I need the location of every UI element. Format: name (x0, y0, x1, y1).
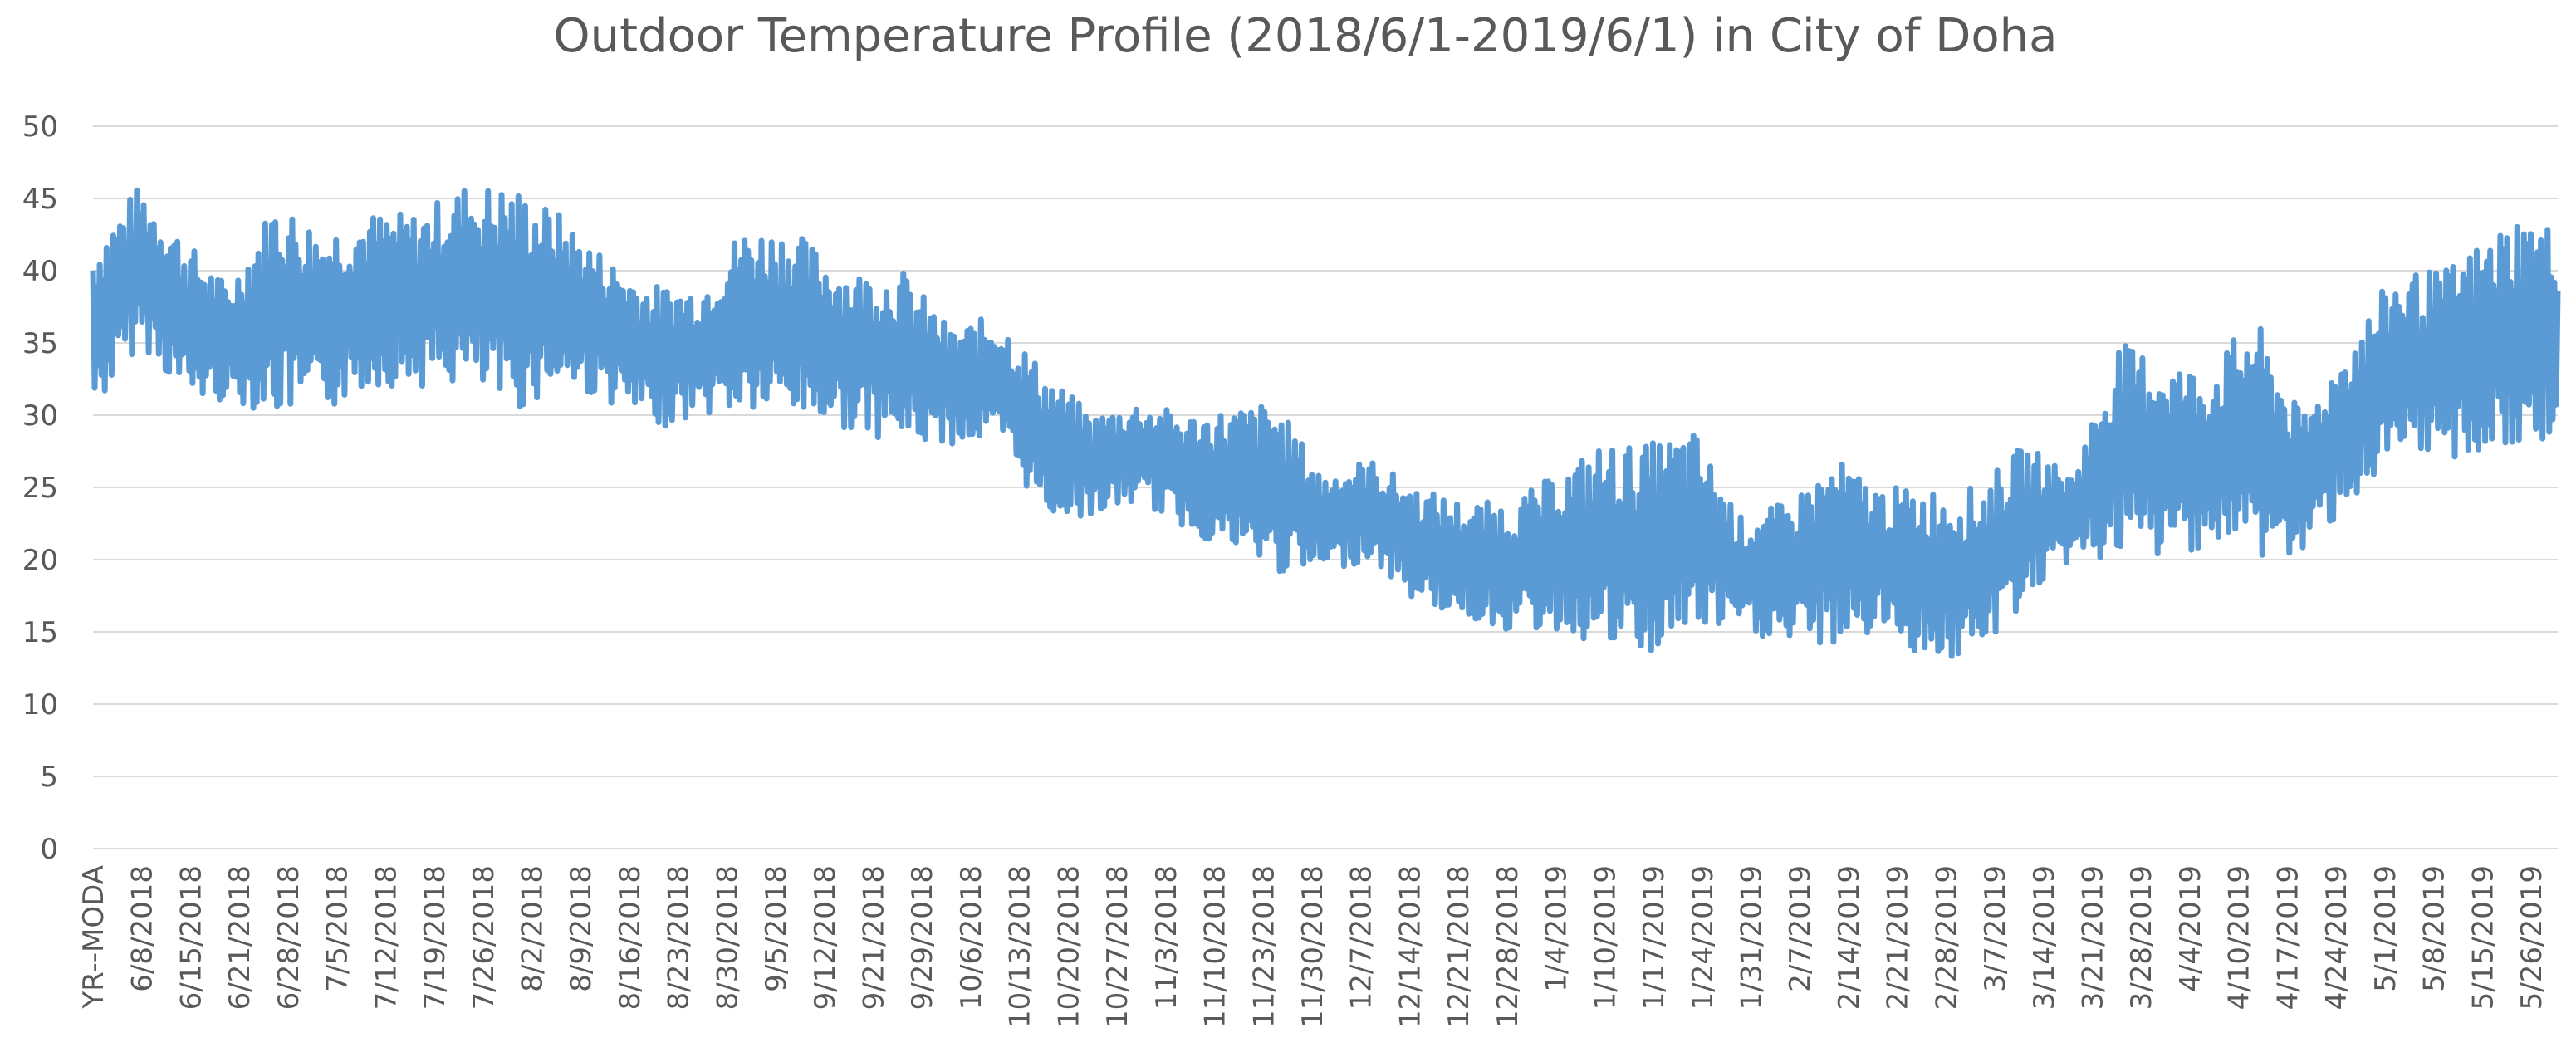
chart-title: Outdoor Temperature Profile (2018/6/1-20… (554, 9, 2058, 63)
x-tick-label: 7/19/2018 (419, 865, 452, 1010)
x-tick-label: 12/21/2018 (1442, 865, 1476, 1028)
x-tick-label: 10/27/2018 (1101, 865, 1134, 1028)
x-tick-label: 1/31/2019 (1736, 865, 1769, 1010)
x-tick-label: 2/14/2019 (1833, 865, 1866, 1010)
x-tick-label: 2/7/2019 (1784, 865, 1817, 992)
x-tick-label: 1/10/2019 (1589, 865, 1622, 1010)
x-tick-label: 9/21/2018 (858, 865, 891, 1010)
x-tick-label: 12/14/2018 (1393, 865, 1427, 1028)
y-axis-ticks: 0 5 10 15 20 25 30 35 40 45 50 (22, 110, 58, 866)
y-tick-label: 0 (40, 833, 58, 866)
y-tick-label: 35 (22, 327, 58, 360)
x-tick-label: 3/14/2019 (2028, 865, 2061, 1010)
y-tick-label: 5 (40, 761, 58, 794)
x-tick-label: 11/23/2018 (1247, 865, 1281, 1028)
x-tick-label: 4/10/2019 (2223, 865, 2256, 1010)
x-axis-ticks: YR--MODA 6/8/2018 6/15/2018 6/21/2018 6/28/2… (77, 865, 2549, 1028)
x-tick-label: 8/23/2018 (663, 865, 696, 1010)
x-tick-label: 10/6/2018 (955, 865, 988, 1010)
x-tick-label: 6/28/2018 (272, 865, 306, 1010)
series-layer (90, 187, 2561, 659)
x-tick-label: 11/10/2018 (1199, 865, 1232, 1028)
x-tick-label: 8/9/2018 (565, 865, 598, 992)
x-tick-label: 4/17/2019 (2271, 865, 2304, 1010)
x-tick-label: 5/8/2019 (2418, 865, 2451, 992)
x-tick-label: YR--MODA (77, 865, 110, 1010)
x-tick-label: 12/7/2018 (1345, 865, 1379, 1010)
y-tick-label: 40 (22, 255, 58, 288)
y-tick-label: 30 (22, 399, 58, 433)
x-tick-label: 1/4/2019 (1540, 865, 1574, 992)
x-tick-label: 10/20/2018 (1052, 865, 1085, 1028)
y-tick-label: 20 (22, 544, 58, 577)
x-tick-label: 5/1/2019 (2369, 865, 2402, 992)
x-tick-label: 9/12/2018 (809, 865, 842, 1010)
y-tick-label: 15 (22, 616, 58, 649)
x-tick-label: 10/13/2018 (1004, 865, 1037, 1028)
x-tick-label: 3/28/2019 (2125, 865, 2158, 1010)
x-tick-label: 1/17/2019 (1638, 865, 1671, 1010)
x-tick-label: 7/12/2018 (370, 865, 403, 1010)
x-tick-label: 5/15/2019 (2466, 865, 2500, 1010)
x-tick-label: 11/3/2018 (1150, 865, 1183, 1010)
x-tick-label: 8/16/2018 (614, 865, 647, 1010)
y-tick-label: 50 (22, 110, 58, 144)
x-tick-label: 3/21/2019 (2077, 865, 2110, 1010)
x-tick-label: 1/24/2019 (1687, 865, 1720, 1010)
x-tick-label: 2/28/2019 (1930, 865, 1963, 1010)
x-tick-label: 12/28/2018 (1491, 865, 1525, 1028)
x-tick-label: 2/21/2019 (1882, 865, 1915, 1010)
x-tick-label: 3/7/2019 (1979, 865, 2012, 992)
temperature-series-line (90, 187, 2561, 659)
x-tick-label: 6/8/2018 (126, 865, 159, 992)
x-tick-label: 8/2/2018 (517, 865, 550, 992)
x-tick-label: 4/24/2019 (2320, 865, 2353, 1010)
y-tick-label: 10 (22, 688, 58, 722)
x-tick-label: 4/4/2019 (2174, 865, 2207, 992)
x-tick-label: 6/21/2018 (223, 865, 257, 1010)
y-tick-label: 25 (22, 472, 58, 505)
x-tick-label: 9/29/2018 (906, 865, 939, 1010)
x-tick-label: 5/26/2019 (2515, 865, 2549, 1010)
x-tick-label: 7/5/2018 (321, 865, 355, 992)
x-tick-label: 8/30/2018 (711, 865, 744, 1010)
x-tick-label: 11/30/2018 (1296, 865, 1330, 1028)
x-tick-label: 6/15/2018 (174, 865, 208, 1010)
x-tick-label: 7/26/2018 (468, 865, 501, 1010)
x-tick-label: 9/5/2018 (760, 865, 793, 992)
y-tick-label: 45 (22, 183, 58, 216)
